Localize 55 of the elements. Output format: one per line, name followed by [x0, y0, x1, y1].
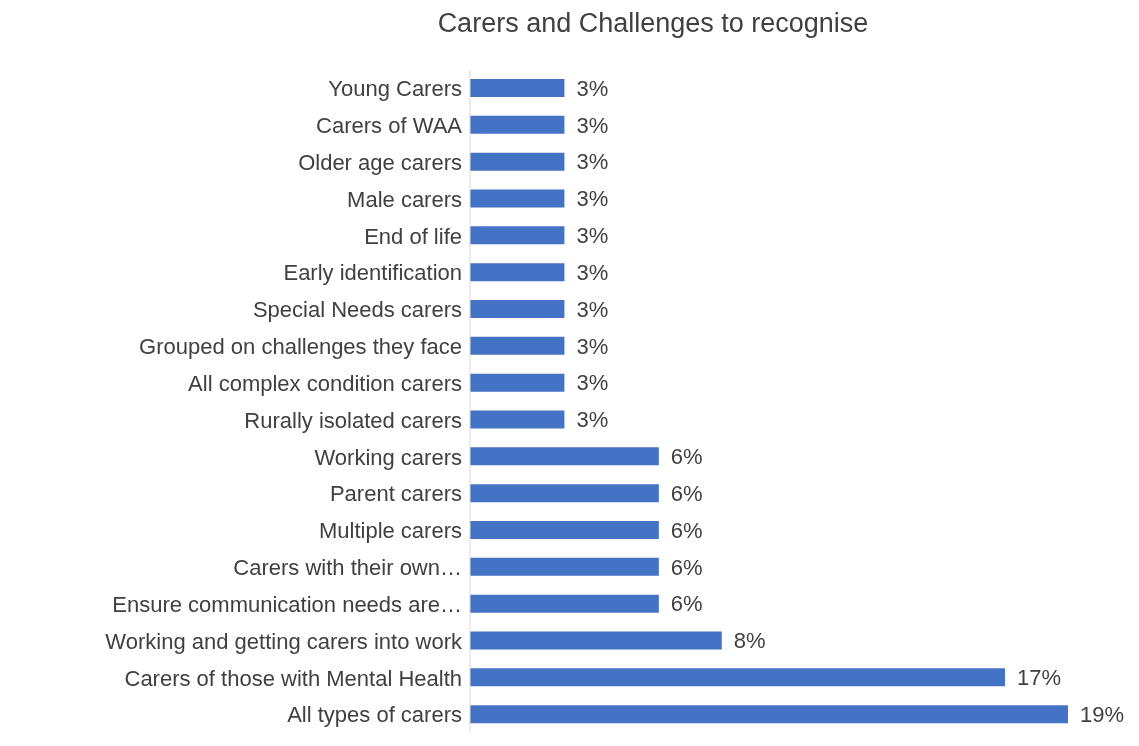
bar	[470, 79, 565, 97]
bar	[470, 336, 565, 355]
y-tick-label: Working carers	[314, 444, 462, 470]
y-tick-label: Early identification	[283, 260, 462, 286]
y-tick-label: Ensure communication needs are…	[112, 591, 462, 617]
y-tick-label: All types of carers	[287, 702, 462, 728]
data-label: 3%	[576, 407, 609, 433]
y-tick-label: Working and getting carers into work	[105, 628, 463, 654]
y-tick-label: Young Carers	[328, 76, 462, 102]
bar	[470, 705, 1068, 724]
bar	[470, 300, 565, 318]
bar	[470, 189, 565, 208]
data-label: 3%	[576, 186, 609, 212]
y-tick-label: Multiple carers	[318, 518, 462, 544]
data-label: 6%	[670, 480, 703, 506]
data-label: 3%	[576, 75, 609, 101]
data-label: 3%	[576, 296, 609, 322]
bar	[470, 631, 722, 650]
bar	[470, 557, 659, 576]
data-label: 6%	[670, 591, 703, 617]
data-label: 6%	[670, 517, 703, 543]
bar	[470, 115, 565, 134]
data-label: 3%	[576, 259, 609, 285]
bar	[470, 410, 565, 429]
y-tick-label: Older age carers	[298, 149, 462, 175]
chart-title: Carers and Challenges to recognise	[436, 8, 870, 40]
bar	[470, 226, 565, 245]
bar	[470, 594, 659, 613]
y-tick-label: Rurally isolated carers	[244, 407, 462, 433]
y-tick-label: Parent carers	[329, 481, 462, 507]
data-label: 3%	[576, 149, 609, 175]
y-tick-label: End of life	[364, 223, 462, 249]
data-label: 19%	[1080, 701, 1125, 727]
data-label: 3%	[576, 370, 609, 396]
data-label: 6%	[670, 554, 703, 580]
bar	[470, 484, 659, 503]
bar	[470, 373, 565, 392]
data-label: 8%	[733, 628, 766, 654]
bar	[470, 668, 1006, 687]
bar	[470, 152, 565, 171]
y-tick-label: Special Needs carers	[252, 297, 462, 323]
bar	[470, 447, 659, 466]
data-label: 6%	[670, 444, 703, 470]
data-label: 3%	[576, 112, 609, 138]
y-tick-label: Male carers	[347, 186, 462, 212]
data-label: 3%	[576, 333, 609, 359]
data-label: 3%	[576, 223, 609, 249]
y-tick-label: Grouped on challenges they face	[139, 334, 462, 360]
y-tick-label: All complex condition carers	[188, 370, 462, 396]
y-tick-label: Carers with their own…	[233, 555, 462, 581]
data-label: 17%	[1017, 665, 1062, 691]
y-tick-label: Carers of WAA	[316, 113, 463, 139]
bar	[470, 263, 565, 282]
y-tick-label: Carers of those with Mental Health	[124, 665, 462, 691]
bar	[470, 521, 659, 539]
